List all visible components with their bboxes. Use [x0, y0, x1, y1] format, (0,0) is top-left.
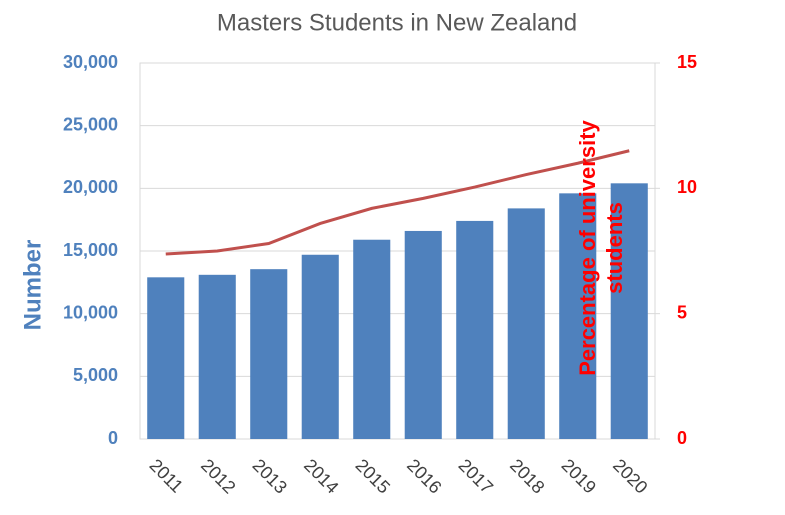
y2-tick-label: 10 — [677, 177, 697, 197]
x-tick-label: 2016 — [403, 455, 445, 497]
x-tick-label: 2020 — [609, 455, 651, 497]
bar — [507, 208, 545, 439]
x-tick-label: 2017 — [455, 455, 497, 497]
bar — [198, 274, 236, 439]
chart-title: Masters Students in New Zealand — [217, 9, 577, 36]
x-tick-label: 2015 — [352, 455, 394, 497]
bar — [610, 183, 648, 439]
y2-tick-label: 5 — [677, 302, 687, 322]
line — [165, 149, 630, 256]
y-tick-label: 30,000 — [63, 52, 118, 72]
y-tick-label: 10,000 — [63, 302, 118, 322]
bar — [147, 277, 185, 439]
y2-tick-label: 0 — [677, 428, 687, 448]
bar — [404, 230, 442, 439]
y-tick-label: 25,000 — [63, 114, 118, 134]
y-tick-label: 5,000 — [73, 365, 118, 385]
y-tick-label: 15,000 — [63, 240, 118, 260]
y2-tick-label: 15 — [677, 52, 697, 72]
x-tick-label: 2019 — [558, 455, 600, 497]
y-axis-title: Number — [19, 240, 46, 331]
y2-axis-title: Percentage of university students — [575, 120, 627, 376]
bar — [250, 269, 288, 439]
x-tick-label: 2013 — [249, 455, 291, 497]
y-tick-label: 0 — [108, 428, 118, 448]
bar — [353, 239, 391, 439]
bar — [301, 254, 339, 439]
x-tick-label: 2018 — [506, 455, 548, 497]
x-tick-label: 2011 — [146, 455, 188, 497]
bar — [559, 193, 597, 439]
x-tick-label: 2014 — [300, 455, 342, 497]
bar — [456, 220, 494, 439]
y-tick-label: 20,000 — [63, 177, 118, 197]
x-tick-label: 2012 — [197, 455, 239, 497]
